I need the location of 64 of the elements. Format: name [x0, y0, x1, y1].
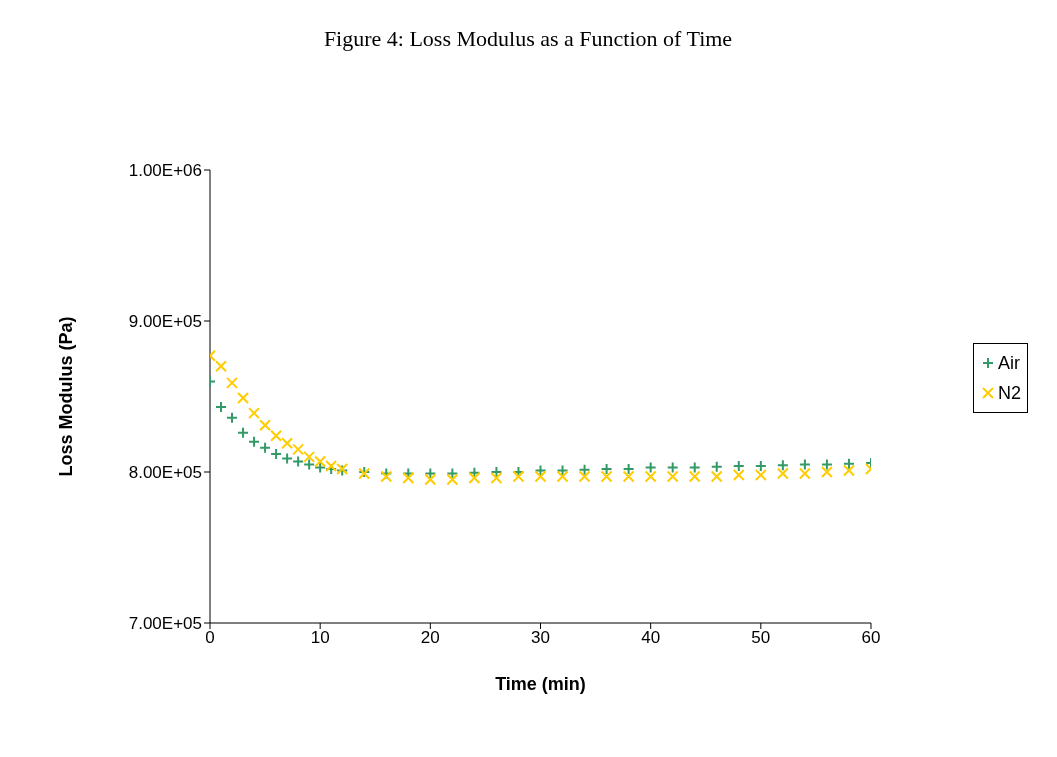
point	[490, 472, 503, 485]
point	[248, 435, 261, 448]
x-tick-label: 10	[310, 628, 330, 648]
point	[237, 392, 250, 405]
point	[732, 469, 745, 482]
point	[644, 461, 657, 474]
point	[259, 441, 272, 454]
x-tick-label: 0	[205, 628, 215, 648]
point	[710, 460, 723, 473]
y-tick-label: 7.00E+05	[128, 614, 202, 634]
point	[578, 463, 591, 476]
x-tick-label: 30	[531, 628, 550, 648]
point	[578, 470, 591, 483]
point	[820, 458, 833, 471]
point	[226, 411, 239, 424]
point	[226, 376, 239, 389]
chart-title: Figure 4: Loss Modulus as a Function of Time	[322, 26, 734, 52]
point	[303, 458, 316, 471]
x-tick-label: 20	[420, 628, 440, 648]
point	[798, 458, 811, 471]
point	[248, 407, 261, 420]
point	[512, 470, 525, 483]
point	[490, 466, 503, 478]
y-tick-label: 9.00E+05	[128, 312, 202, 332]
y-tick-label: 1.00E+06	[128, 161, 202, 181]
point	[688, 470, 701, 483]
point	[666, 470, 679, 483]
point	[314, 455, 327, 468]
point	[215, 360, 228, 373]
point	[776, 467, 789, 480]
point	[556, 470, 569, 483]
legend-label: Air	[997, 352, 1020, 375]
point	[820, 466, 833, 478]
point	[424, 473, 437, 486]
point	[281, 452, 294, 465]
point	[666, 461, 679, 474]
x-tick-label: 50	[751, 628, 771, 648]
point	[402, 472, 415, 485]
point	[259, 419, 272, 432]
point	[446, 473, 459, 486]
point	[710, 470, 723, 483]
y-axis-title: Loss Modulus (Pa)	[56, 316, 77, 477]
point	[842, 464, 855, 477]
y-tick-label: 8.00E+05	[128, 463, 202, 483]
x-tick-label: 40	[641, 628, 661, 648]
point	[534, 470, 547, 483]
legend-label: N2	[997, 382, 1021, 405]
point	[842, 457, 855, 470]
point	[754, 469, 767, 482]
point	[776, 459, 789, 472]
point	[270, 429, 283, 442]
point	[688, 461, 701, 474]
point	[622, 470, 635, 483]
point	[798, 467, 811, 480]
point	[292, 455, 305, 468]
point	[303, 450, 316, 463]
x-axis-title: Time (min)	[495, 674, 586, 694]
point	[468, 472, 481, 485]
point	[600, 470, 613, 483]
point	[281, 437, 294, 450]
point	[237, 426, 250, 439]
x-tick-label: 60	[861, 628, 881, 648]
point	[292, 443, 305, 456]
point	[644, 470, 657, 483]
